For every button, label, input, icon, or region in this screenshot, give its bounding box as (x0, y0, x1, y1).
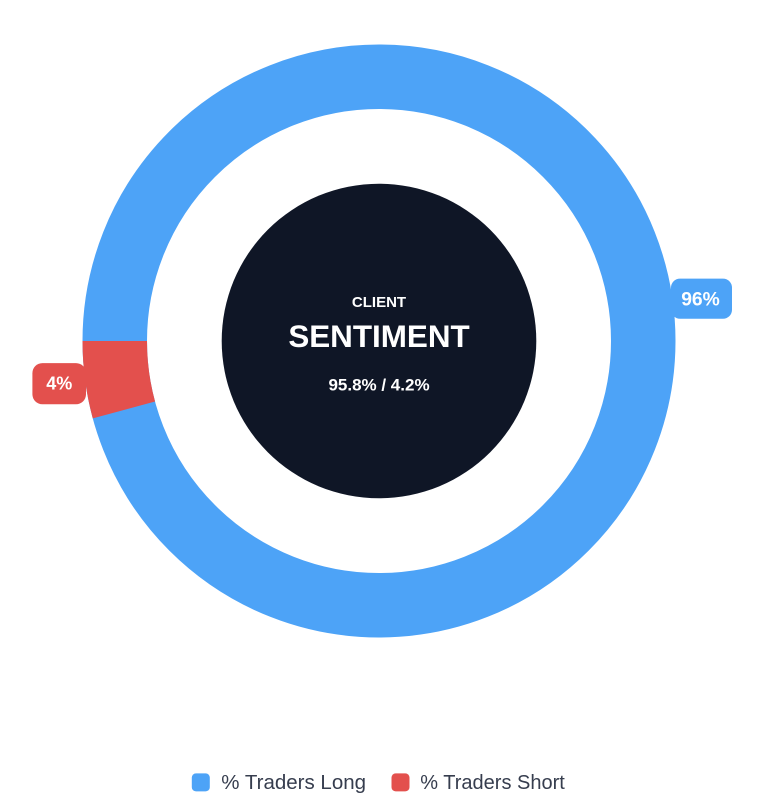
svg-text:CLIENT: CLIENT (352, 294, 406, 311)
svg-text:SENTIMENT: SENTIMENT (288, 319, 469, 354)
svg-text:% Traders Long: % Traders Long (221, 771, 366, 794)
svg-text:% Traders Short: % Traders Short (420, 772, 565, 794)
svg-text:4%: 4% (46, 374, 72, 394)
svg-text:95.8% / 4.2%: 95.8% / 4.2% (328, 376, 429, 395)
svg-text:96%: 96% (681, 290, 720, 311)
